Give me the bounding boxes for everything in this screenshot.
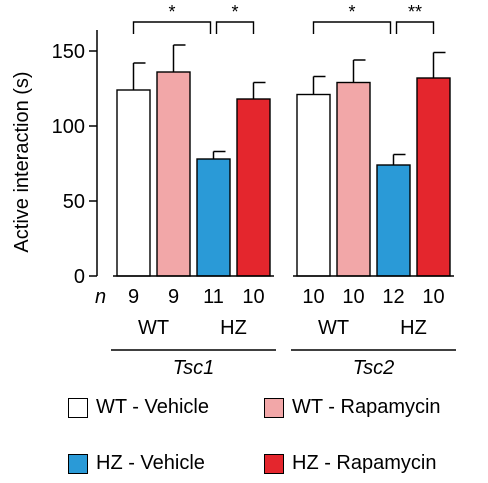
significance-label: *: [348, 2, 355, 22]
n-value: 10: [302, 286, 324, 308]
significance-bracket: [312, 21, 392, 34]
subgroup-label-wt: WT: [138, 317, 169, 339]
bar: [296, 93, 331, 277]
y-tick-label: 0: [74, 266, 85, 288]
bar: [376, 164, 411, 277]
legend-label-wt-vehicle: WT - Vehicle: [96, 396, 209, 418]
subgroup-label-wt: WT: [318, 317, 349, 339]
gene-label: Tsc1: [173, 357, 215, 379]
n-value: 12: [382, 286, 404, 308]
bar: [336, 81, 371, 277]
subgroup-label-hz: HZ: [220, 317, 247, 339]
legend-item-hz-rapamycin: HZ - Rapamycin: [264, 452, 436, 475]
legend-item-wt-vehicle: WT - Vehicle: [68, 396, 209, 419]
significance-bracket: [215, 21, 255, 34]
n-value: 9: [128, 286, 139, 308]
legend-label-hz-rapamycin: HZ - Rapamycin: [292, 452, 437, 474]
legend-swatch-wt-rapamycin: [264, 397, 284, 418]
legend-item-wt-rapamycin: WT - Rapamycin: [264, 396, 441, 419]
bar: [236, 98, 271, 277]
y-tick-label: 100: [52, 116, 85, 138]
n-value: 10: [242, 286, 264, 308]
significance-label: *: [168, 2, 175, 22]
n-value: 9: [168, 286, 179, 308]
n-label: n: [95, 286, 106, 308]
chart-legend: WT - Vehicle WT - Rapamycin HZ - Vehicle…: [68, 393, 488, 475]
n-value: 10: [422, 286, 444, 308]
bar: [156, 71, 191, 277]
n-value: 10: [342, 286, 364, 308]
subgroup-label-hz: HZ: [400, 317, 427, 339]
n-value: 11: [203, 286, 224, 308]
legend-item-hz-vehicle: HZ - Vehicle: [68, 452, 205, 475]
significance-bracket: [132, 21, 212, 34]
gene-label: Tsc2: [353, 357, 395, 379]
bar: [416, 77, 451, 277]
bar: [116, 89, 151, 277]
y-tick-label: 150: [52, 41, 85, 63]
legend-swatch-wt-vehicle: [68, 397, 88, 418]
legend-label-hz-vehicle: HZ - Vehicle: [96, 452, 205, 474]
bar: [196, 158, 231, 277]
significance-bracket: [395, 21, 435, 34]
legend-label-wt-rapamycin: WT - Rapamycin: [292, 396, 441, 418]
legend-swatch-hz-vehicle: [68, 453, 88, 474]
y-tick-label: 50: [63, 191, 85, 213]
significance-label: *: [231, 2, 238, 22]
y-axis-label: Active interaction (s): [11, 71, 33, 252]
legend-swatch-hz-rapamycin: [264, 453, 284, 474]
significance-label: **: [408, 2, 422, 22]
